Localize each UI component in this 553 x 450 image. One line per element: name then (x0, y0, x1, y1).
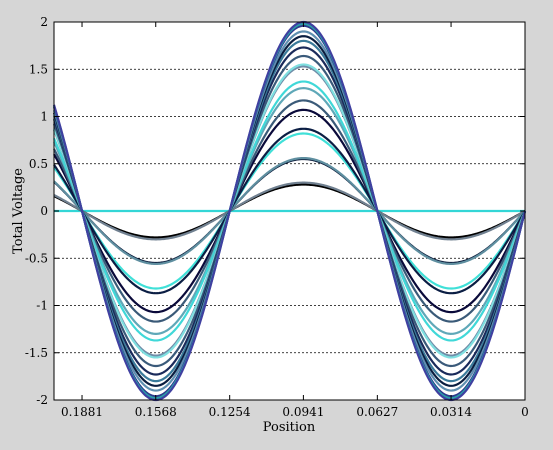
series-line (52, 39, 527, 383)
x-tick-label: 0.0941 (282, 405, 324, 419)
y-tick-label: -1 (36, 299, 48, 313)
series-line (52, 35, 527, 387)
y-tick-label: 0 (40, 204, 48, 218)
y-tick-label: -2 (36, 393, 48, 407)
y-tick-label: 2 (40, 15, 48, 29)
series-line (52, 30, 527, 392)
series-line (53, 99, 527, 323)
y-tick-label: 1.5 (29, 62, 48, 76)
series-line (52, 63, 527, 359)
ticks: 0.1881 0.1568 0.1254 0.0941 0.0627 0.0314 0 2 1.… (25, 15, 529, 419)
series-line (53, 156, 526, 266)
y-tick-label: 1 (40, 110, 48, 124)
x-tick-label: 0.1881 (61, 405, 103, 419)
series-group (52, 20, 527, 402)
x-axis-label: Position (263, 420, 316, 435)
series-line (53, 132, 526, 290)
x-tick-label: 0.0627 (356, 405, 398, 419)
series-line (52, 80, 527, 342)
y-tick-label: -1.5 (25, 346, 48, 360)
series-line (53, 183, 526, 239)
x-tick-label: 0 (521, 405, 529, 419)
series-line (52, 46, 527, 376)
series-line (53, 108, 526, 314)
x-tick-label: 0.1254 (209, 405, 251, 419)
y-tick-label: -0.5 (25, 251, 48, 265)
x-tick-label: 0.1568 (135, 405, 177, 419)
series-line (53, 181, 526, 241)
x-tick-label: 0.0314 (430, 405, 472, 419)
series-line (52, 20, 527, 402)
series-line (53, 87, 527, 335)
y-axis-label: Total Voltage (11, 168, 26, 254)
series-line (52, 54, 527, 368)
y-tick-label: 0.5 (29, 157, 48, 171)
series-line (53, 127, 526, 295)
